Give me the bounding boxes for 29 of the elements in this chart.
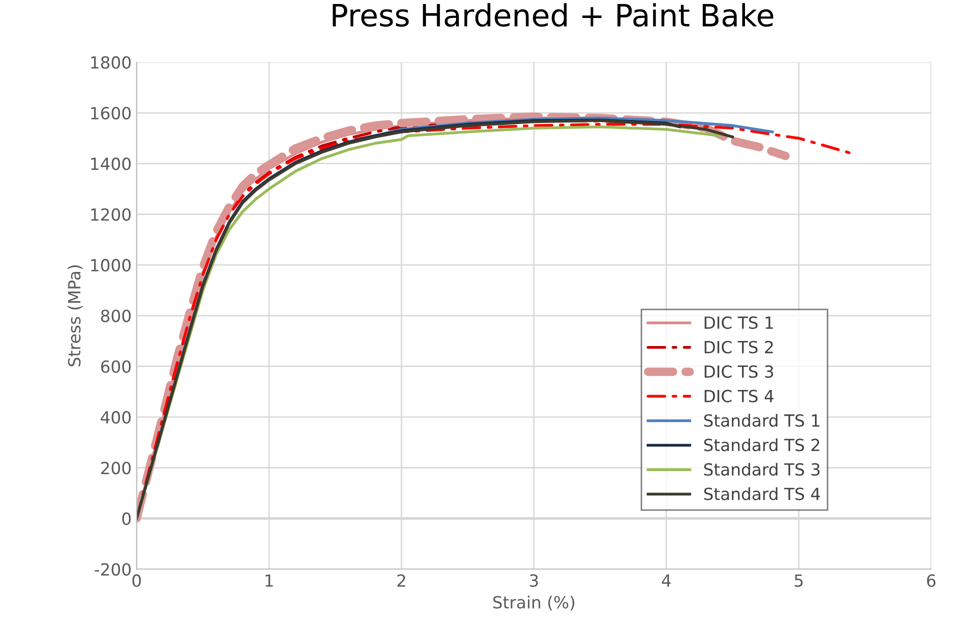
y-tick-label: 600 [101, 360, 131, 373]
legend-label: DIC TS 3 [704, 365, 774, 378]
y-axis-title: Stress (MPa) [68, 265, 83, 366]
y-tick-label: -200 [94, 563, 131, 576]
y-tick-label: 1000 [91, 258, 131, 272]
x-tick-label: 1 [266, 574, 273, 587]
y-tick-label: 1200 [91, 208, 131, 221]
x-tick-label: 5 [794, 574, 803, 587]
legend-label: DIC TS 1 [704, 316, 773, 329]
y-tick-label: 1800 [91, 56, 131, 69]
x-tick-label: 4 [662, 574, 671, 587]
chart-title: Press Hardened + Paint Bake [332, 3, 774, 27]
legend-label: Standard TS 1 [704, 414, 820, 427]
y-tick-label: 800 [101, 310, 131, 322]
legend-label: Standard TS 4 [704, 487, 820, 500]
y-tick-label: 1600 [91, 106, 131, 120]
legend-label: Standard TS 2 [704, 438, 820, 452]
legend-label: DIC TS 2 [704, 340, 773, 354]
y-tick-label: 0 [122, 512, 131, 526]
y-tick-label: 400 [100, 411, 131, 424]
legend-label: Standard TS 3 [704, 462, 820, 476]
x-tick-label: 3 [530, 574, 538, 587]
y-tick-label: 1400 [91, 158, 131, 170]
x-tick-label: 6 [927, 574, 936, 587]
y-tick-label: 200 [101, 462, 131, 474]
x-tick-label: 0 [132, 574, 141, 587]
x-axis-title: Strain (%) [493, 596, 574, 611]
x-tick-label: 2 [397, 574, 406, 587]
legend-label: DIC TS 4 [704, 390, 774, 402]
